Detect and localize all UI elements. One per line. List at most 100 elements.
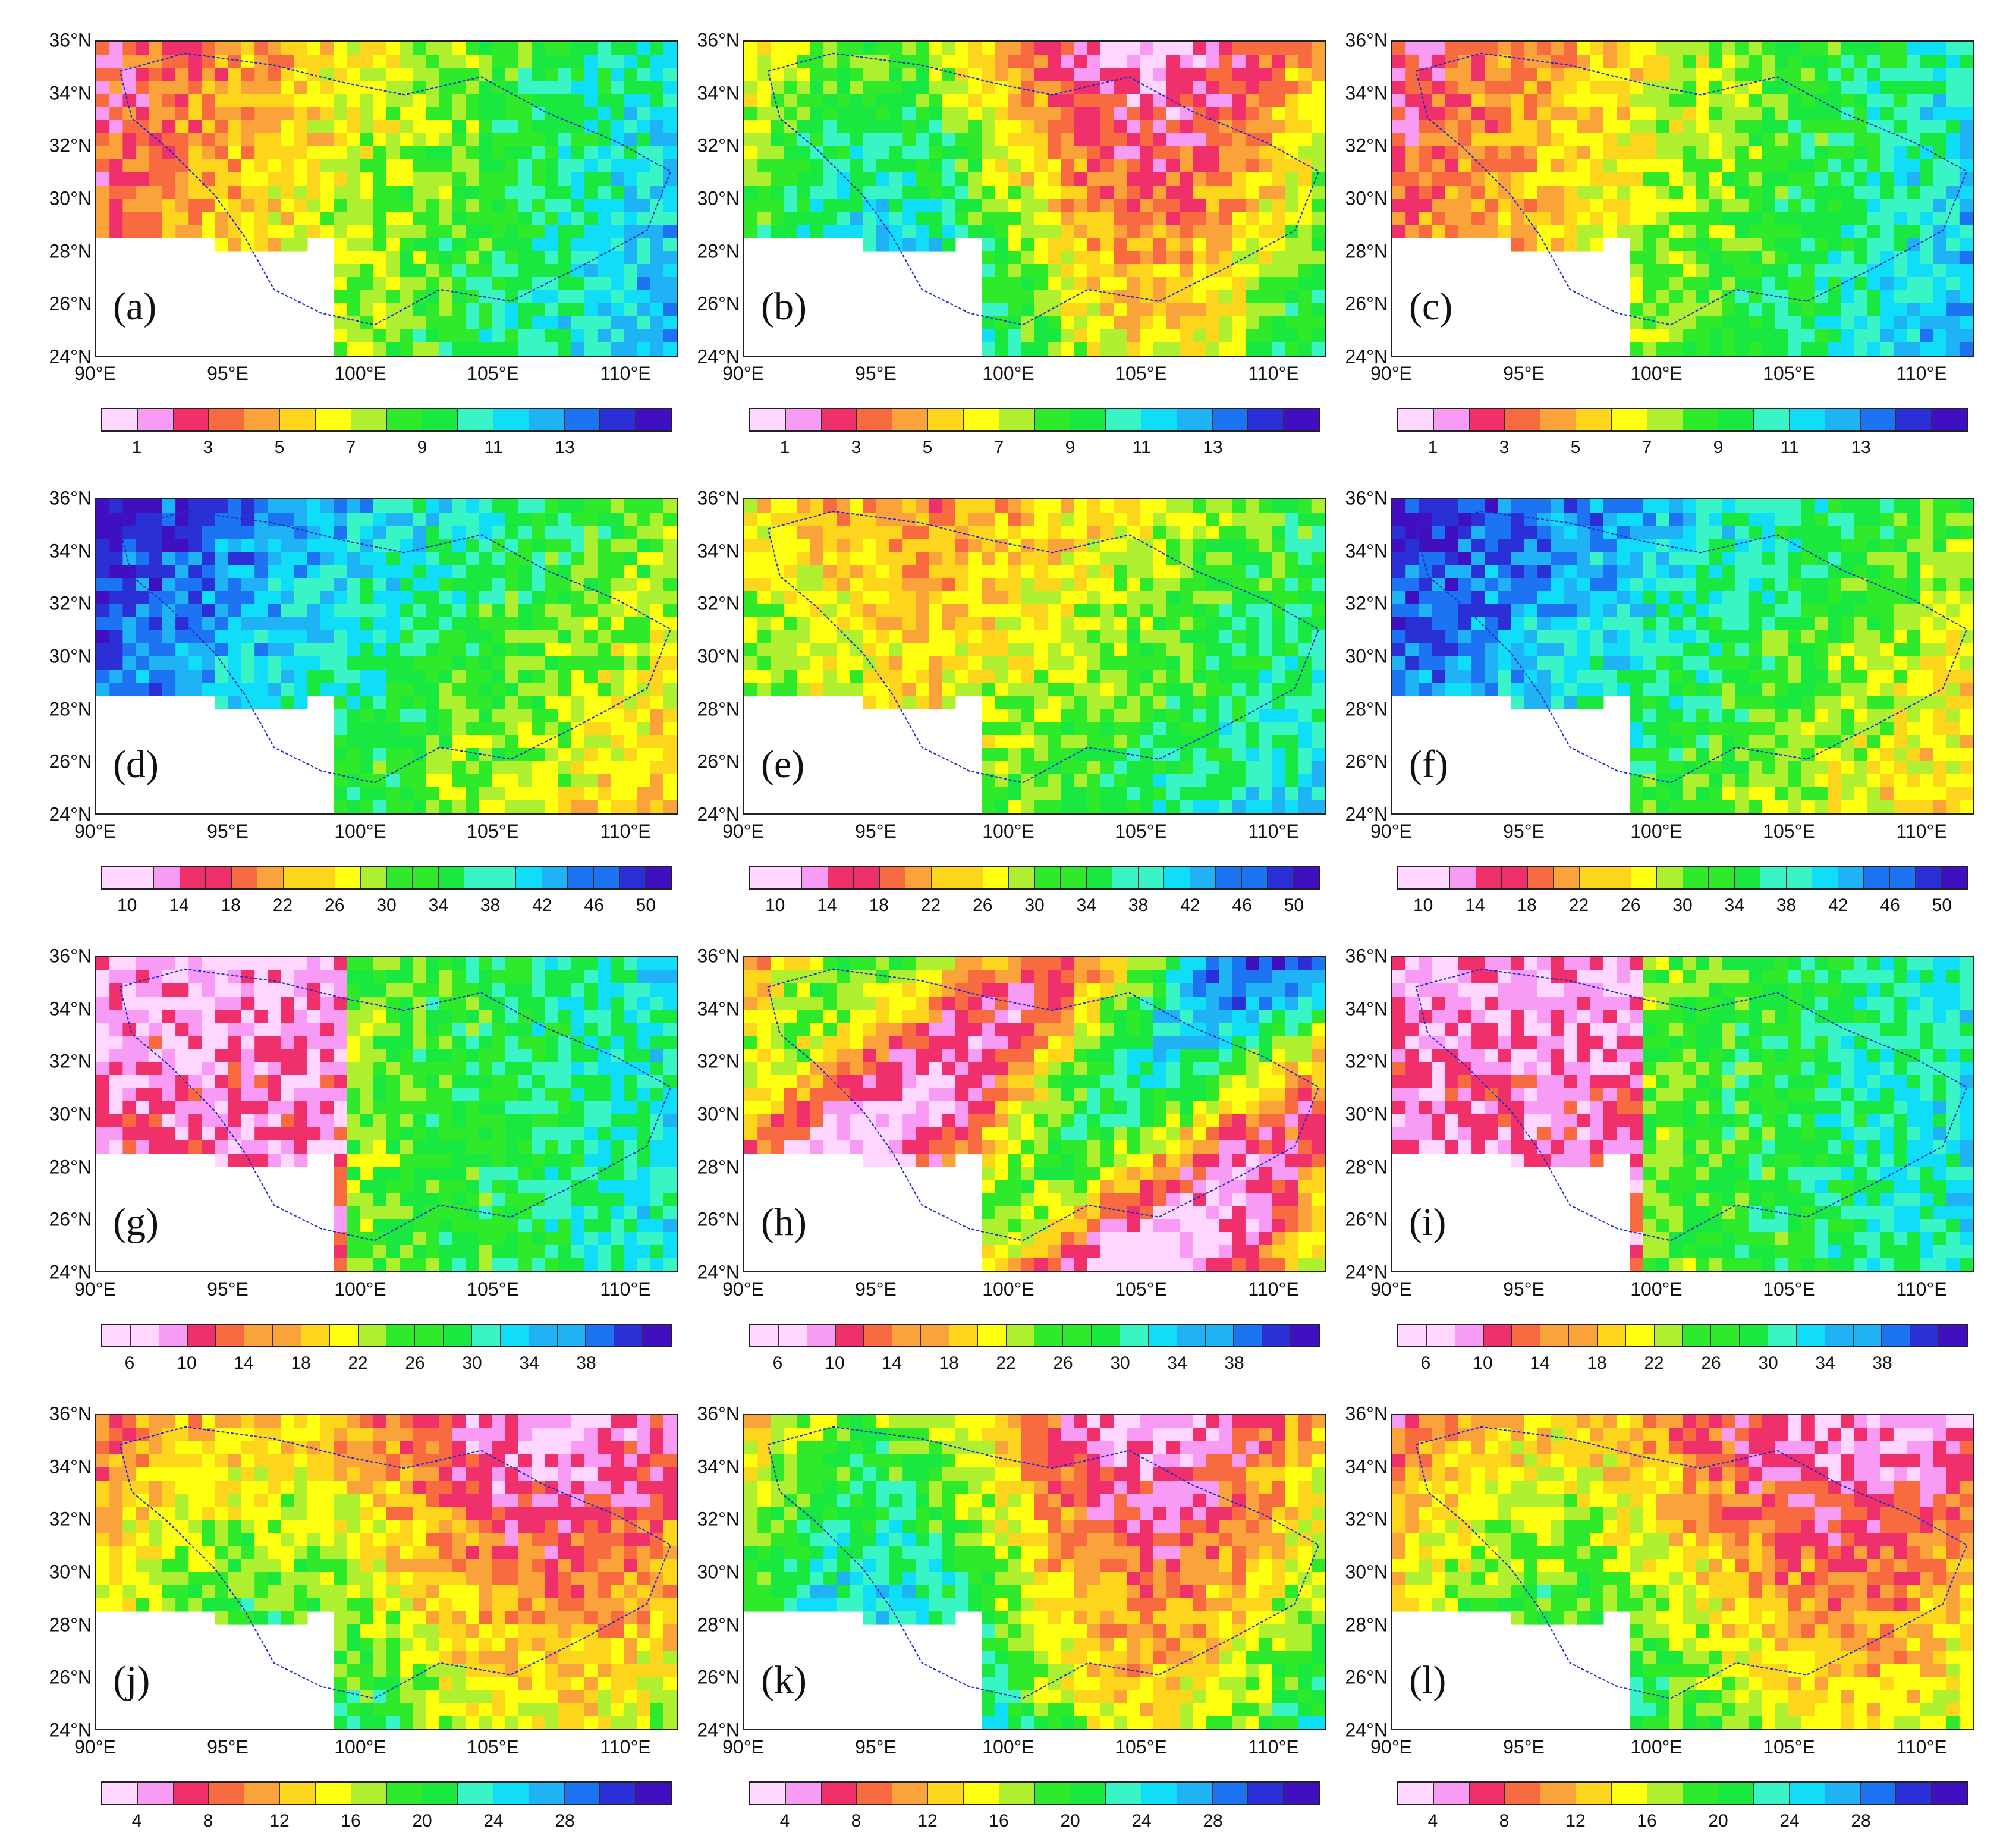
grid-cell <box>479 696 493 709</box>
grid-cell <box>797 525 811 539</box>
grid-cell <box>571 656 585 670</box>
grid-cell <box>771 133 785 147</box>
grid-cell <box>1630 120 1644 134</box>
grid-cell <box>320 185 334 199</box>
grid-cell <box>360 146 374 160</box>
grid-cell <box>1933 159 1947 173</box>
colorbar-swatch <box>593 867 620 888</box>
grid-cell <box>650 120 664 134</box>
grid-cell <box>479 564 493 579</box>
colorbar-tick-label: 34 <box>1076 895 1096 915</box>
grid-cell <box>1087 263 1101 278</box>
grid-cell <box>916 591 930 605</box>
grid-cell <box>850 212 864 225</box>
grid-cell <box>1285 342 1299 356</box>
grid-cell <box>624 303 638 317</box>
grid-cell <box>505 342 519 356</box>
grid-cell <box>1485 94 1499 108</box>
grid-cell <box>1669 552 1683 565</box>
grid-cell <box>1127 787 1141 801</box>
grid-cell <box>1880 106 1894 121</box>
grid-cell <box>1087 238 1101 252</box>
grid-cell <box>1219 709 1233 722</box>
grid-cell <box>771 499 785 513</box>
grid-cell <box>571 578 585 592</box>
grid-cell <box>1206 172 1220 186</box>
grid-cell <box>1603 552 1617 565</box>
grid-cell <box>1893 329 1907 343</box>
grid-cell <box>1537 120 1551 134</box>
grid-cell <box>1762 172 1775 186</box>
grid-cell <box>1311 564 1325 579</box>
grid-cell <box>439 513 453 526</box>
grid-cell <box>136 513 150 526</box>
grid-cell <box>597 199 611 212</box>
grid-cell <box>386 55 400 68</box>
grid-cell <box>294 539 308 552</box>
grid-cell <box>1788 212 1802 225</box>
grid-cell <box>942 670 956 683</box>
grid-cell <box>1311 120 1325 134</box>
grid-cell <box>929 81 943 95</box>
grid-cell <box>1669 67 1683 81</box>
grid-cell <box>545 120 558 134</box>
grid-cell <box>1298 748 1312 762</box>
grid-cell <box>492 564 506 579</box>
colorbar-tick-label: 9 <box>1713 438 1724 457</box>
grid-cell <box>479 670 493 683</box>
grid-cell <box>1180 212 1193 225</box>
grid-cell <box>334 133 348 147</box>
grid-cell <box>1511 172 1525 186</box>
grid-cell <box>1603 564 1617 579</box>
grid-cell <box>1946 329 1960 343</box>
grid-cell <box>637 316 651 330</box>
grid-cell <box>162 552 176 565</box>
grid-cell <box>571 696 585 709</box>
grid-cell <box>597 499 611 513</box>
grid-cell <box>122 224 137 238</box>
grid-cell <box>1140 617 1154 631</box>
grid-cell <box>571 709 585 722</box>
grid-cell <box>386 552 400 565</box>
grid-cell <box>466 552 479 565</box>
grid-cell <box>1907 185 1920 199</box>
grid-cell <box>347 800 361 813</box>
grid-cell <box>1087 133 1101 147</box>
grid-cell <box>439 591 453 605</box>
grid-cell <box>202 656 216 670</box>
grid-cell <box>492 787 506 801</box>
grid-cell <box>1551 133 1564 147</box>
grid-cell <box>334 513 348 526</box>
grid-cell <box>162 617 176 631</box>
grid-cell <box>968 81 982 95</box>
grid-cell <box>532 316 545 330</box>
grid-cell <box>1206 539 1220 552</box>
latitude-tick-label: 26°N <box>49 293 92 315</box>
grid-cell <box>1140 146 1154 160</box>
grid-cell <box>439 552 453 565</box>
grid-cell <box>1498 212 1512 225</box>
grid-cell <box>1048 290 1061 304</box>
grid-cell <box>1603 81 1617 95</box>
grid-cell <box>1061 591 1075 605</box>
grid-cell <box>1959 499 1973 513</box>
grid-cell <box>902 696 916 709</box>
grid-cell <box>1245 42 1259 55</box>
grid-cell <box>1259 630 1272 644</box>
map-plot-area <box>1391 40 1974 357</box>
grid-cell <box>1206 133 1220 147</box>
grid-cell <box>1590 94 1604 108</box>
grid-cell <box>1166 735 1180 749</box>
grid-cell <box>400 251 413 265</box>
grid-cell <box>532 55 545 68</box>
grid-cell <box>584 199 598 212</box>
grid-cell <box>955 133 969 147</box>
grid-cell <box>1285 760 1299 775</box>
longitude-tick-label: 100°E <box>334 821 386 842</box>
grid-cell <box>982 342 996 356</box>
grid-cell <box>1245 263 1259 278</box>
grid-cell <box>823 513 837 526</box>
grid-cell <box>254 630 268 644</box>
grid-cell <box>1008 643 1022 657</box>
grid-cell <box>1762 185 1775 199</box>
